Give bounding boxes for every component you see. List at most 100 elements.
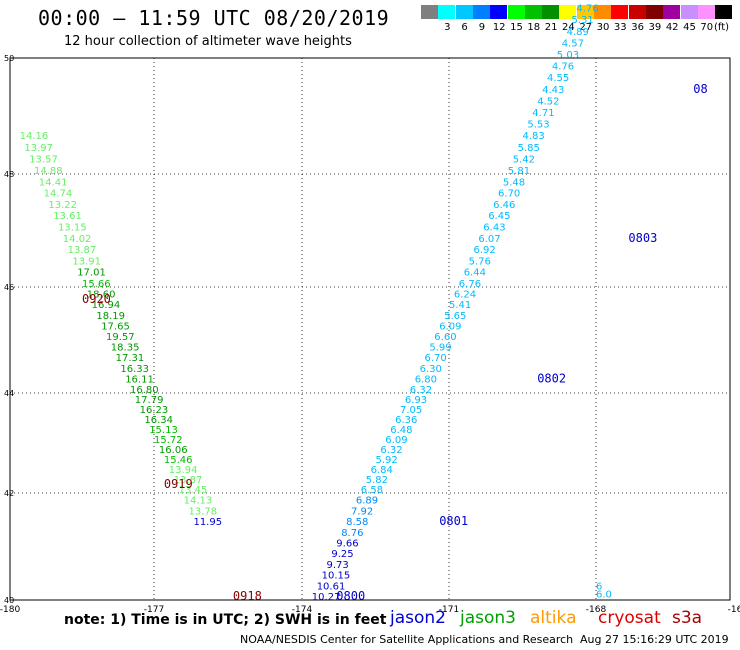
- y-tick-label: 48: [4, 170, 14, 179]
- x-tick-label: -16: [728, 605, 740, 615]
- colorbar-label: 36: [631, 22, 644, 33]
- swh-data-label: 6.43: [483, 223, 505, 234]
- colorbar-swatch: [542, 5, 560, 19]
- swh-data-label: 6.60: [434, 332, 456, 343]
- colorbar-swatch: [490, 5, 508, 19]
- swh-data-label: 13.57: [29, 154, 58, 165]
- swh-data-label: 6.84: [371, 465, 393, 476]
- colorbar-swatch: [680, 5, 698, 19]
- swh-data-label: 13.97: [24, 143, 53, 154]
- colorbar-label: 24: [562, 22, 575, 33]
- colorbar-swatch: [472, 5, 490, 19]
- footer-timestamp: Aug 27 15:16:29 UTC 2019: [580, 633, 729, 646]
- track-time-label: 0800: [336, 589, 365, 603]
- swh-data-label: 13.15: [58, 223, 87, 234]
- colorbar-label: 30: [596, 22, 610, 33]
- swh-data-label: 13.45: [179, 485, 208, 496]
- swh-data-label: 6.46: [493, 200, 515, 211]
- colorbar-swatch: [611, 5, 629, 19]
- colorbar-swatch: [697, 5, 715, 19]
- swh-data-label: 8.76: [341, 528, 363, 539]
- swh-data-label: 6.32: [410, 385, 432, 396]
- swh-data-label: 16.94: [92, 300, 121, 311]
- swh-data-label: 6.45: [488, 211, 510, 222]
- swh-data-label: 5.03: [557, 50, 579, 61]
- swh-data-label: 17.65: [101, 321, 130, 332]
- swh-data-label: 6.89: [356, 496, 378, 507]
- swh-data-label: 16.80: [130, 385, 159, 396]
- swh-data-label: 13.22: [48, 200, 77, 211]
- swh-data-label: 14.41: [39, 177, 68, 188]
- swh-data-label: 6.0: [596, 589, 612, 600]
- swh-data-label: 5.48: [503, 177, 525, 188]
- colorbar-swatch: [524, 5, 542, 19]
- colorbar-swatch: [645, 5, 663, 19]
- swh-data-label: 9.73: [327, 560, 349, 571]
- swh-data-label: 15.13: [149, 425, 178, 436]
- swh-data-label: 4.76: [552, 62, 574, 73]
- swh-data-label: 6.80: [415, 374, 437, 385]
- colorbar-label: 15: [510, 22, 523, 33]
- swh-data-label: 7.05: [400, 405, 422, 416]
- footer-credit: NOAA/NESDIS Center for Satellite Applica…: [240, 633, 574, 646]
- swh-data-label: 13.94: [169, 465, 198, 476]
- chart-title: 00:00 – 11:59 UTC 08/20/2019: [38, 6, 390, 30]
- colorbar-swatch: [715, 5, 733, 19]
- swh-data-label: 6.36: [395, 415, 417, 426]
- swh-data-label: 6.48: [390, 425, 412, 436]
- swh-data-label: 14.13: [184, 496, 213, 507]
- x-tick-label: -168: [586, 605, 607, 615]
- swh-data-label: 15.72: [154, 435, 183, 446]
- swh-data-label: 6.07: [478, 234, 500, 245]
- swh-data-label: 9.66: [336, 539, 358, 550]
- swh-data-label: 4.76: [576, 4, 598, 15]
- colorbar-unit: (ft): [714, 22, 730, 33]
- y-tick-label: 50: [4, 54, 14, 63]
- swh-data-label: 5.31: [572, 15, 594, 26]
- colorbar-label: 42: [665, 22, 679, 33]
- x-tick-label: -180: [0, 605, 20, 615]
- colorbar-swatch: [576, 5, 594, 19]
- swh-data-label: 4.71: [532, 108, 554, 119]
- colorbar-swatch: [421, 5, 438, 19]
- swh-data-label: 4.83: [523, 131, 545, 142]
- swh-data-label: 4.52: [537, 96, 559, 107]
- swh-data-label: 5.76: [469, 256, 491, 267]
- swh-data-label: 19.57: [106, 332, 135, 343]
- swh-data-label: 5.65: [444, 311, 466, 322]
- swh-data-label: 17.31: [116, 353, 145, 364]
- swh-data-label: 16.11: [125, 374, 154, 385]
- swh-data-label: 15.46: [164, 455, 193, 466]
- track-time-label: 0801: [439, 514, 468, 528]
- track-time-label: 0920: [82, 292, 111, 306]
- swh-data-label: 5.41: [449, 300, 471, 311]
- swh-data-label: 4.55: [547, 73, 569, 84]
- swh-data-label: 9.25: [331, 549, 353, 560]
- swh-data-label: 13.87: [68, 245, 97, 256]
- swh-data-label: 10.15: [322, 571, 351, 582]
- swh-data-label: 7.92: [351, 506, 373, 517]
- track-time-label: 0802: [537, 371, 566, 385]
- satellite-legend-cryosat: cryosat: [598, 608, 661, 628]
- swh-data-label: 6.32: [380, 445, 402, 456]
- colorbar-label: 9: [478, 22, 486, 33]
- colorbar-label: 70: [700, 22, 714, 33]
- swh-data-label: 6.93: [405, 395, 427, 406]
- swh-data-label: 4.43: [542, 85, 564, 96]
- swh-data-label: 6.44: [464, 268, 486, 279]
- swh-data-label: 15.66: [82, 279, 111, 290]
- swh-data-label: 16.34: [144, 415, 173, 426]
- swh-data-label: 6.58: [361, 485, 383, 496]
- swh-data-label: 10.61: [317, 581, 346, 592]
- y-tick-label: 46: [4, 283, 14, 292]
- swh-data-label: 14.16: [20, 131, 49, 142]
- swh-data-label: 14.02: [63, 234, 92, 245]
- x-tick-label: -171: [439, 605, 459, 615]
- satellite-legend-jason3: jason3: [460, 608, 516, 628]
- colorbar-label: 3: [444, 22, 451, 33]
- colorbar-label: 21: [544, 22, 558, 33]
- plot-frame: [9, 57, 731, 601]
- swh-data-label: 10.27: [312, 592, 341, 603]
- y-tick-label: 44: [4, 389, 14, 398]
